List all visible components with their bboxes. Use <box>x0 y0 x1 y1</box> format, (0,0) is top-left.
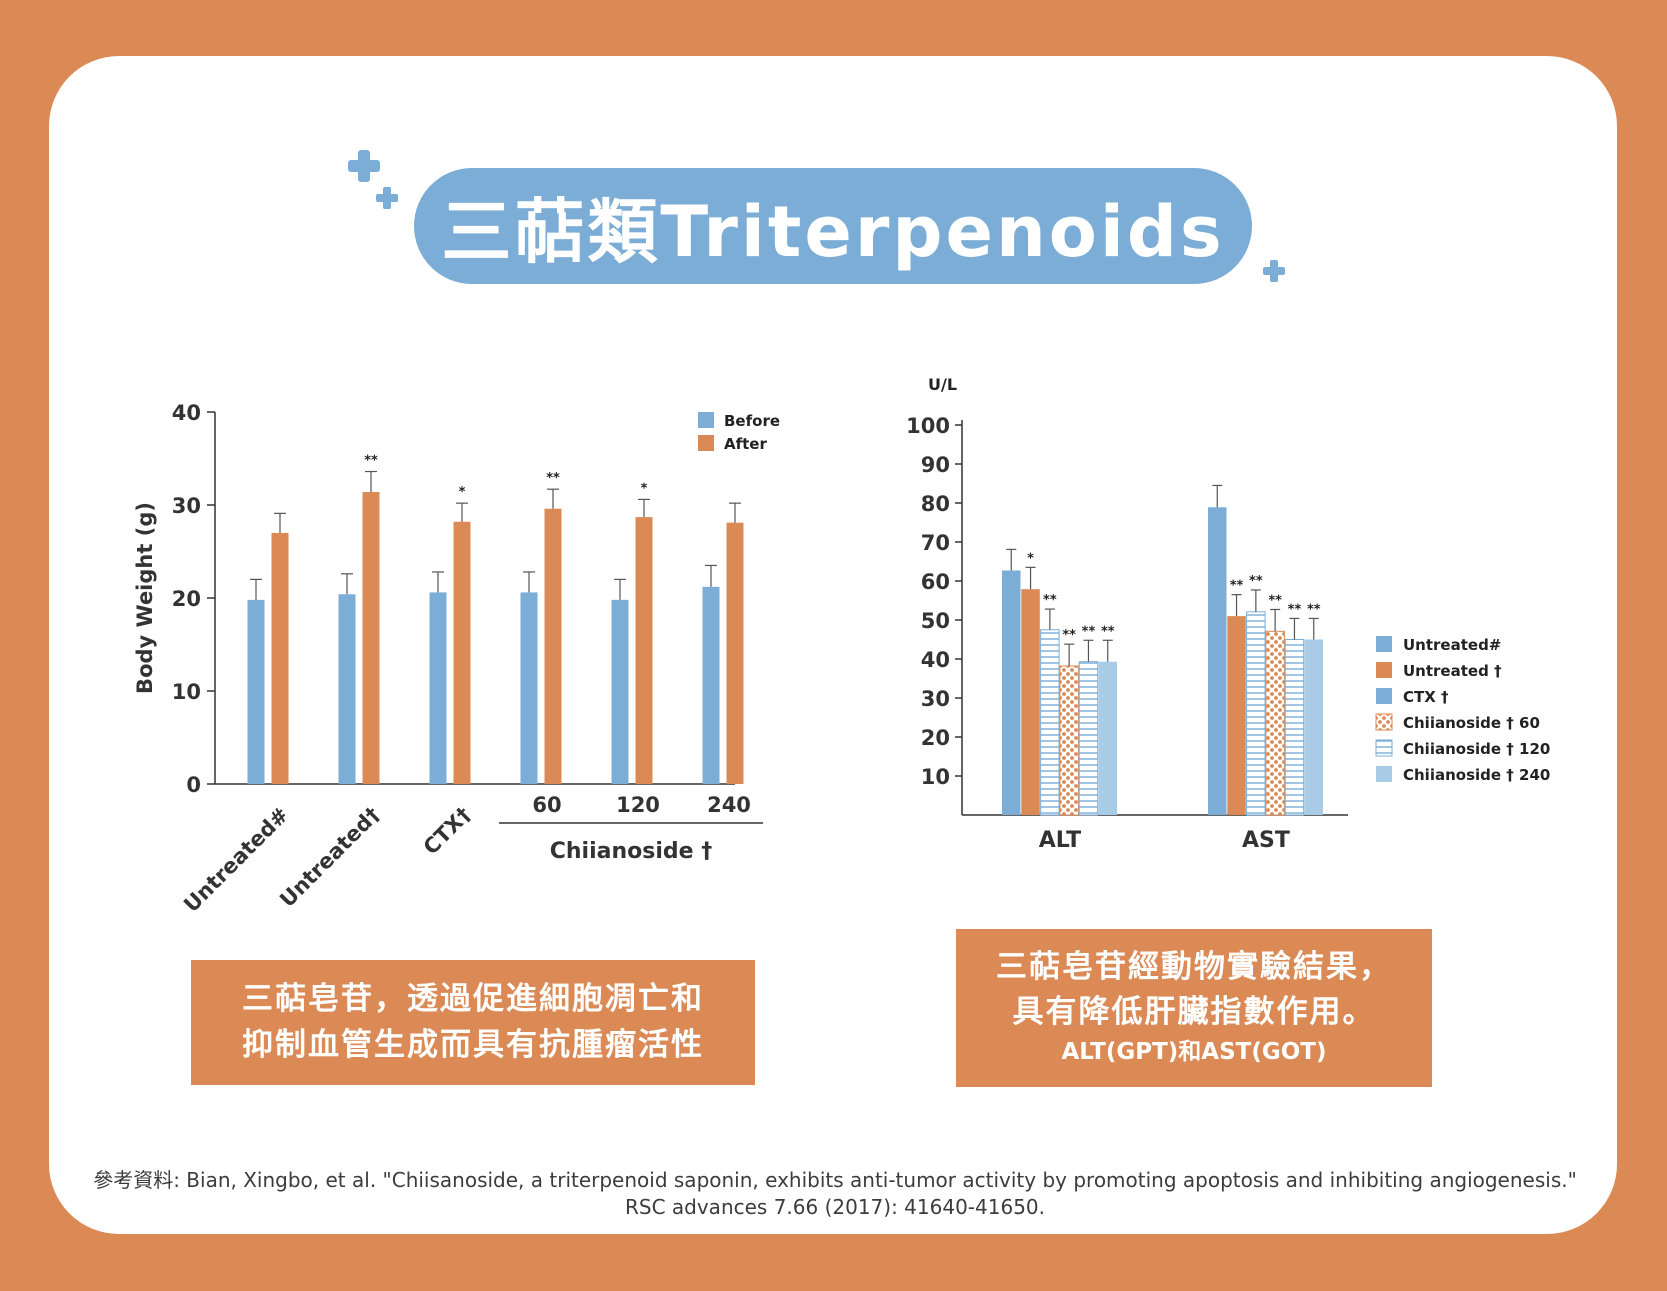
bar <box>1098 661 1117 815</box>
bar <box>726 522 744 784</box>
x-tick-label: ALT <box>1039 828 1081 853</box>
caption-line: 三萜皂苷，透過促進細胞凋亡和 <box>242 981 704 1017</box>
significance-label: ** <box>1268 593 1282 608</box>
y-tick-label: 30 <box>921 687 950 711</box>
significance-label: ** <box>1043 593 1057 608</box>
caption-liver: 三萜皂苷經動物實驗結果， 具有降低肝臟指數作用。 ALT(GPT)和AST(GO… <box>956 929 1432 1087</box>
x-tick-label: Untreated# <box>179 803 293 917</box>
bar <box>544 508 562 784</box>
legend-swatch <box>698 412 714 428</box>
bar <box>429 592 447 784</box>
bar <box>1284 639 1305 816</box>
bar <box>1002 570 1021 815</box>
x-tick-label: 60 <box>532 793 561 817</box>
significance-label: ** <box>1062 628 1076 643</box>
plus-icon <box>376 187 398 209</box>
y-tick-label: 40 <box>172 401 201 425</box>
page-title-text: 三萜類Triterpenoids <box>441 190 1225 273</box>
bar <box>362 491 380 784</box>
reference-citation: 參考資料: Bian, Xingbo, et al. "Chiisanoside… <box>60 1167 1610 1221</box>
legend-label: Chiianoside † 60 <box>1403 714 1540 732</box>
legend-swatch <box>1375 713 1393 731</box>
bar <box>1040 629 1060 816</box>
significance-label: * <box>641 481 648 496</box>
y-axis-label: Body Weight (g) <box>133 502 157 694</box>
bar <box>1021 589 1040 815</box>
bar <box>1208 507 1227 815</box>
caption-line: 抑制血管生成而具有抗腫瘤活性 <box>242 1027 704 1063</box>
x-tick-label: CTX† <box>419 803 476 860</box>
reference-line2: RSC advances 7.66 (2017): 41640-41650. <box>624 1195 1046 1219</box>
significance-label: ** <box>1082 624 1096 639</box>
bar <box>1304 639 1323 815</box>
significance-label: ** <box>1288 602 1302 617</box>
significance-label: * <box>1027 551 1034 566</box>
legend-label: Untreated# <box>1403 636 1501 654</box>
bar <box>338 594 356 784</box>
caption-line: 具有降低肝臟指數作用。 <box>1012 994 1376 1030</box>
legend-label: CTX † <box>1403 688 1449 706</box>
y-tick-label: 50 <box>921 609 950 633</box>
legend-label: Chiianoside † 120 <box>1403 740 1550 758</box>
bar <box>1059 665 1079 816</box>
y-tick-label: 70 <box>921 531 950 555</box>
significance-label: ** <box>1101 624 1115 639</box>
bar <box>520 592 538 784</box>
y-tick-label: 60 <box>921 570 950 594</box>
x-tick-label: 120 <box>616 793 660 817</box>
bar <box>453 521 471 784</box>
x-tick-label: 240 <box>707 793 751 817</box>
legend-label: Untreated † <box>1403 662 1502 680</box>
y-tick-label: 10 <box>921 765 950 789</box>
bar <box>702 586 720 784</box>
y-tick-label: 30 <box>172 494 201 518</box>
bar <box>1265 630 1285 816</box>
y-tick-label: 0 <box>186 773 201 797</box>
y-tick-label: 40 <box>921 648 950 672</box>
bar <box>1078 661 1099 816</box>
y-tick-label: 10 <box>172 680 201 704</box>
legend-swatch <box>1376 766 1392 782</box>
legend-label: Chiianoside † 240 <box>1403 766 1550 784</box>
bar <box>635 517 653 784</box>
y-tick-label: 20 <box>921 726 950 750</box>
y-tick-label: 90 <box>921 453 950 477</box>
y-tick-label: 100 <box>906 414 950 438</box>
caption-line: ALT(GPT)和AST(GOT) <box>1061 1039 1327 1065</box>
bar <box>271 532 289 784</box>
plus-icon <box>348 150 380 182</box>
x-tick-label: AST <box>1242 828 1290 853</box>
significance-label: ** <box>1230 579 1244 594</box>
significance-label: ** <box>1307 602 1321 617</box>
legend-label: Before <box>724 412 780 430</box>
bar <box>1246 611 1266 816</box>
reference-line1: : Bian, Xingbo, et al. "Chiisanoside, a … <box>173 1168 1577 1192</box>
legend-swatch <box>1376 636 1392 652</box>
y-tick-label: 80 <box>921 492 950 516</box>
legend-swatch <box>1375 739 1393 757</box>
reference-label: 參考資料 <box>93 1168 174 1192</box>
page-title: 三萜類Triterpenoids <box>414 168 1252 284</box>
unit-label: U/L <box>928 375 957 394</box>
legend-swatch <box>698 435 714 451</box>
legend-label: After <box>724 435 767 453</box>
bar <box>1227 616 1246 815</box>
significance-label: ** <box>1249 574 1263 589</box>
plus-icon <box>1263 260 1285 282</box>
bar <box>611 599 629 784</box>
legend-swatch <box>1376 662 1392 678</box>
y-tick-label: 20 <box>172 587 201 611</box>
significance-label: ** <box>364 454 378 469</box>
bar <box>247 599 265 784</box>
caption-antitumor: 三萜皂苷，透過促進細胞凋亡和 抑制血管生成而具有抗腫瘤活性 <box>191 960 755 1085</box>
legend-swatch <box>1376 688 1392 704</box>
significance-label: * <box>459 485 466 500</box>
group-label: Chiianoside † <box>550 839 712 864</box>
caption-line: 三萜皂苷經動物實驗結果， <box>996 949 1392 985</box>
significance-label: ** <box>546 471 560 486</box>
